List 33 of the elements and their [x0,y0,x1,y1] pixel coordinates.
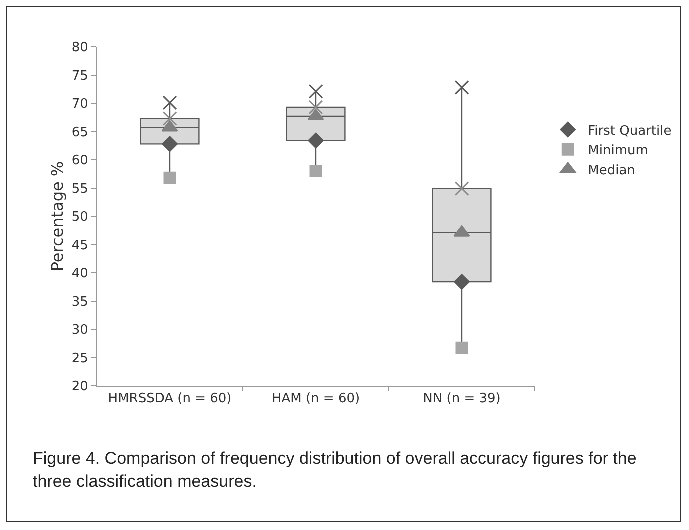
y-tick-label: 50 [72,210,88,226]
y-tick-label: 70 [72,97,88,112]
y-tick-label: 60 [72,154,88,169]
point [454,80,470,95]
legend-label: Median [588,164,636,179]
point [308,132,324,149]
y-tick-label: 80 [72,40,88,56]
point [162,112,178,126]
y-tick-label: 20 [72,380,88,395]
point [164,172,176,184]
point [162,136,178,152]
x-tick-label: NN (n = 39) [423,392,501,407]
point [308,84,324,99]
y-tick-label: 40 [72,266,88,282]
point [456,342,468,354]
point [308,100,324,115]
y-tick-label: 75 [72,68,88,84]
caption: Figure 4. Comparison of frequency distribution of overall accuracy figures for the three classification measures. [33,448,638,493]
point [310,165,322,178]
legend-label: First Quartile [588,124,672,139]
y-axis-title: Percentage % [48,161,67,272]
point [162,96,178,110]
y-tick-label: 35 [72,294,88,310]
point [454,274,470,290]
x-tick-label: HAM (n = 60) [272,392,360,407]
y-tick-label: 45 [72,238,88,254]
point [454,182,470,196]
y-tick-label: 25 [72,351,88,366]
y-tick-label: 30 [72,323,88,338]
y-tick-label: 65 [72,125,88,140]
x-tick-label: HMRSSDA (n = 60) [108,392,232,407]
legend-label: Minimum [588,144,648,159]
y-tick-label: 55 [72,182,88,197]
